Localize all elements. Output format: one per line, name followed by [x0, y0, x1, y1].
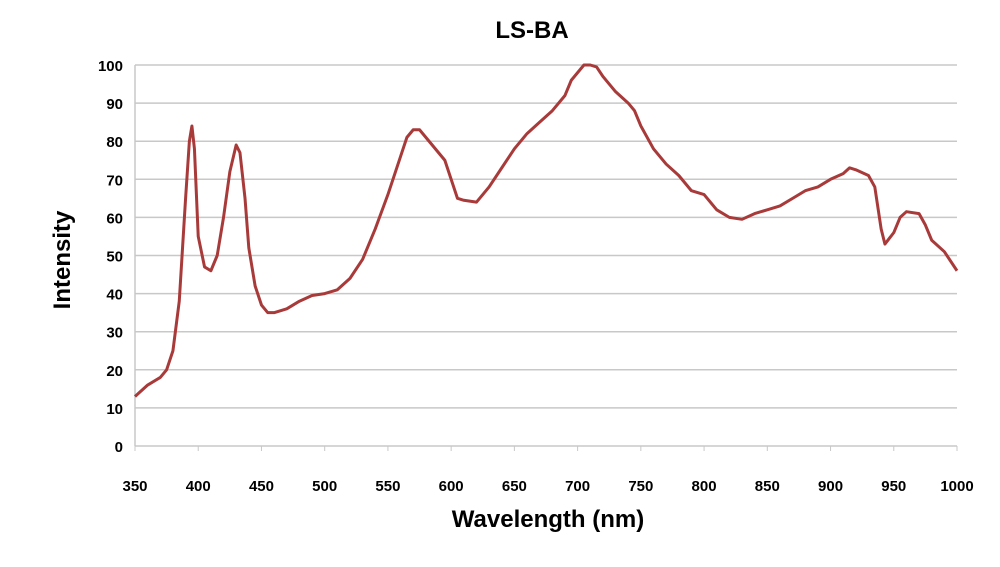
y-tick-label: 50 — [106, 249, 123, 266]
y-axis-label: Intensity — [49, 210, 76, 309]
x-tick-label: 650 — [502, 478, 527, 495]
x-tick-label: 850 — [755, 478, 780, 495]
y-tick-label: 40 — [106, 287, 123, 304]
data-line — [133, 63, 959, 398]
x-tick-label: 900 — [818, 478, 843, 495]
x-tick-label: 350 — [122, 478, 147, 495]
x-tick-label: 550 — [375, 478, 400, 495]
y-tick-label: 30 — [106, 325, 123, 342]
y-tick-label: 10 — [106, 401, 123, 418]
y-tick-label: 100 — [98, 58, 123, 75]
x-tick-label: 600 — [439, 478, 464, 495]
y-tick-label: 90 — [106, 96, 123, 113]
y-tick-label: 60 — [106, 210, 123, 227]
y-tick-label: 20 — [106, 363, 123, 380]
y-tick-label: 0 — [115, 439, 123, 456]
x-tick-label: 800 — [692, 478, 717, 495]
x-tick-label: 450 — [249, 478, 274, 495]
x-tick-label: 400 — [186, 478, 211, 495]
x-axis-label: Wavelength (nm) — [452, 506, 644, 533]
x-tick-label: 500 — [312, 478, 337, 495]
x-tick-label: 750 — [628, 478, 653, 495]
x-tick-label: 950 — [881, 478, 906, 495]
y-tick-label: 80 — [106, 134, 123, 151]
chart-title: LS-BA — [495, 17, 568, 44]
x-tick-label: 700 — [565, 478, 590, 495]
y-tick-label: 70 — [106, 172, 123, 189]
x-tick-label: 1000 — [940, 478, 973, 495]
